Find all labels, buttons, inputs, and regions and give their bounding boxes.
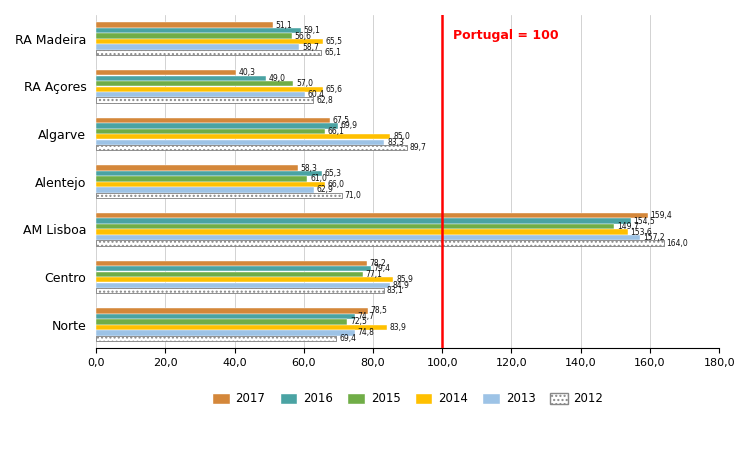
Text: 59,1: 59,1 — [304, 26, 320, 35]
Text: 72,5: 72,5 — [350, 317, 367, 326]
Bar — [96, 128, 325, 134]
Bar — [96, 145, 406, 150]
Text: 77,1: 77,1 — [366, 270, 382, 279]
Bar — [96, 282, 390, 288]
Text: 85,9: 85,9 — [396, 275, 413, 284]
Text: 78,5: 78,5 — [370, 306, 388, 316]
Text: 84,9: 84,9 — [393, 281, 410, 290]
Bar — [96, 145, 406, 150]
Text: 159,4: 159,4 — [651, 211, 673, 220]
Bar — [96, 193, 342, 198]
Legend: 2017, 2016, 2015, 2014, 2013, 2012: 2017, 2016, 2015, 2014, 2013, 2012 — [207, 388, 608, 410]
Text: 65,1: 65,1 — [324, 48, 341, 57]
Bar — [96, 81, 293, 86]
Bar — [96, 229, 628, 235]
Bar — [96, 241, 664, 246]
Text: 74,7: 74,7 — [358, 312, 374, 321]
Text: 83,1: 83,1 — [386, 286, 404, 295]
Bar — [96, 22, 273, 28]
Text: 69,9: 69,9 — [340, 121, 358, 130]
Bar — [96, 336, 336, 341]
Text: 79,4: 79,4 — [374, 264, 391, 273]
Bar — [96, 92, 305, 97]
Text: 85,0: 85,0 — [393, 132, 410, 141]
Text: Portugal = 100: Portugal = 100 — [453, 30, 558, 42]
Bar — [96, 308, 368, 314]
Bar — [96, 123, 338, 128]
Text: 74,8: 74,8 — [358, 328, 375, 337]
Text: 57,0: 57,0 — [296, 79, 314, 88]
Bar — [96, 241, 664, 246]
Bar — [96, 188, 314, 192]
Bar — [96, 218, 631, 224]
Bar — [96, 182, 325, 187]
Bar — [96, 261, 367, 266]
Text: 83,3: 83,3 — [387, 138, 404, 147]
Bar — [96, 50, 322, 55]
Bar — [96, 70, 236, 75]
Text: 83,9: 83,9 — [389, 323, 406, 332]
Bar — [96, 266, 371, 271]
Text: 62,8: 62,8 — [316, 96, 333, 105]
Bar — [96, 75, 266, 81]
Bar — [96, 235, 640, 240]
Bar — [96, 193, 342, 198]
Bar — [96, 224, 614, 229]
Bar — [96, 165, 298, 171]
Text: 60,4: 60,4 — [308, 90, 325, 99]
Bar — [96, 118, 330, 123]
Bar — [96, 288, 384, 293]
Text: 157,2: 157,2 — [643, 233, 664, 242]
Bar — [96, 50, 322, 55]
Text: 65,3: 65,3 — [325, 169, 342, 178]
Text: 56,6: 56,6 — [295, 32, 312, 40]
Text: 154,5: 154,5 — [634, 217, 656, 226]
Bar — [96, 28, 301, 33]
Text: 65,5: 65,5 — [326, 37, 343, 46]
Bar — [96, 98, 314, 103]
Bar — [96, 39, 322, 44]
Bar — [96, 44, 299, 49]
Bar — [96, 176, 308, 182]
Bar — [96, 271, 363, 277]
Text: 78,2: 78,2 — [370, 259, 386, 268]
Bar — [96, 314, 355, 319]
Text: 66,0: 66,0 — [327, 180, 344, 189]
Text: 65,6: 65,6 — [326, 85, 343, 94]
Bar — [96, 325, 386, 330]
Text: 67,5: 67,5 — [332, 116, 350, 125]
Bar — [96, 134, 390, 139]
Bar — [96, 277, 394, 282]
Bar — [96, 330, 355, 336]
Text: 89,7: 89,7 — [410, 143, 426, 152]
Text: 51,1: 51,1 — [276, 20, 292, 30]
Text: 62,9: 62,9 — [316, 185, 334, 194]
Bar — [96, 213, 648, 218]
Bar — [96, 171, 322, 176]
Bar — [96, 319, 347, 325]
Text: 40,3: 40,3 — [238, 68, 255, 77]
Bar — [96, 98, 314, 103]
Text: 49,0: 49,0 — [268, 74, 286, 83]
Text: 149,7: 149,7 — [617, 222, 639, 231]
Text: 69,4: 69,4 — [339, 334, 356, 343]
Bar — [96, 87, 323, 92]
Bar — [96, 140, 385, 145]
Text: 58,7: 58,7 — [302, 43, 319, 52]
Bar — [96, 288, 384, 293]
Text: 61,0: 61,0 — [310, 174, 327, 183]
Bar — [96, 336, 336, 341]
Text: 58,3: 58,3 — [301, 163, 317, 173]
Bar — [96, 34, 292, 39]
Text: 153,6: 153,6 — [631, 227, 652, 237]
Text: 164,0: 164,0 — [667, 238, 688, 247]
Text: 71,0: 71,0 — [345, 191, 362, 200]
Text: 66,1: 66,1 — [328, 127, 344, 136]
